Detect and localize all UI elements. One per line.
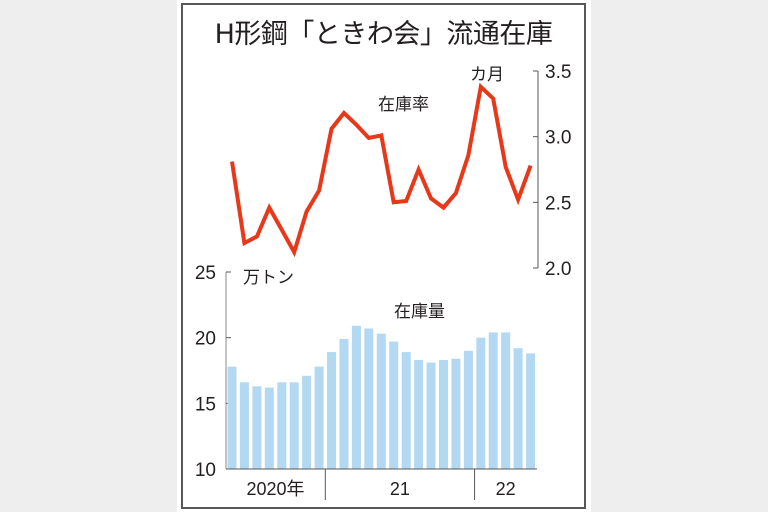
rate-tick-label: 2.5 — [545, 193, 571, 214]
volume-bar — [426, 362, 436, 469]
volume-bar — [526, 353, 536, 469]
chart-title: H形鋼「ときわ会」流通在庫 — [214, 19, 553, 50]
volume-unit-label: 万トン — [243, 268, 294, 288]
x-axis: 2020年 21 22 — [226, 468, 537, 500]
volume-bar — [501, 332, 511, 469]
rate-unit-label: カ月 — [470, 65, 504, 85]
volume-bar — [327, 352, 336, 469]
year-label: 22 — [496, 479, 516, 499]
volume-bars — [227, 325, 536, 469]
rate-polyline — [230, 82, 533, 258]
rate-axis: 3.5 3.0 2.5 2.0 — [533, 62, 571, 280]
volume-tick-label: 25 — [195, 263, 216, 284]
volume-bar — [414, 360, 424, 469]
volume-bar — [339, 339, 349, 469]
volume-tick-label: 20 — [195, 329, 216, 350]
volume-tick-label: 15 — [195, 394, 216, 415]
volume-bar — [488, 332, 498, 469]
rate-tick-label: 3.0 — [545, 128, 571, 149]
volume-bar — [439, 360, 448, 469]
volume-bar — [389, 341, 399, 469]
volume-series-label: 在庫量 — [394, 302, 445, 322]
volume-bar — [227, 366, 237, 469]
volume-bar — [239, 382, 249, 469]
rate-tick-label: 3.5 — [545, 62, 571, 83]
volume-bar — [314, 366, 324, 469]
rate-series-label: 在庫率 — [378, 95, 429, 115]
volume-bar — [289, 382, 299, 469]
volume-bar — [252, 386, 262, 469]
volume-bar — [463, 350, 473, 469]
year-label: 21 — [390, 479, 410, 499]
year-label: 2020年 — [247, 479, 305, 499]
volume-bar — [401, 352, 411, 469]
rate-tick-label: 2.0 — [545, 259, 571, 280]
volume-axis: 25 20 15 10 — [195, 263, 231, 481]
volume-bar — [451, 358, 461, 469]
volume-bar — [351, 325, 361, 469]
chart-frame — [181, 3, 586, 509]
volume-bar — [513, 348, 523, 469]
volume-tick-label: 10 — [195, 460, 216, 481]
volume-bar — [476, 337, 486, 469]
volume-bar — [376, 333, 386, 469]
volume-bar — [277, 382, 287, 469]
volume-bar — [302, 375, 312, 469]
volume-bar — [364, 328, 374, 469]
rate-line — [230, 82, 533, 258]
volume-bar — [264, 387, 274, 469]
